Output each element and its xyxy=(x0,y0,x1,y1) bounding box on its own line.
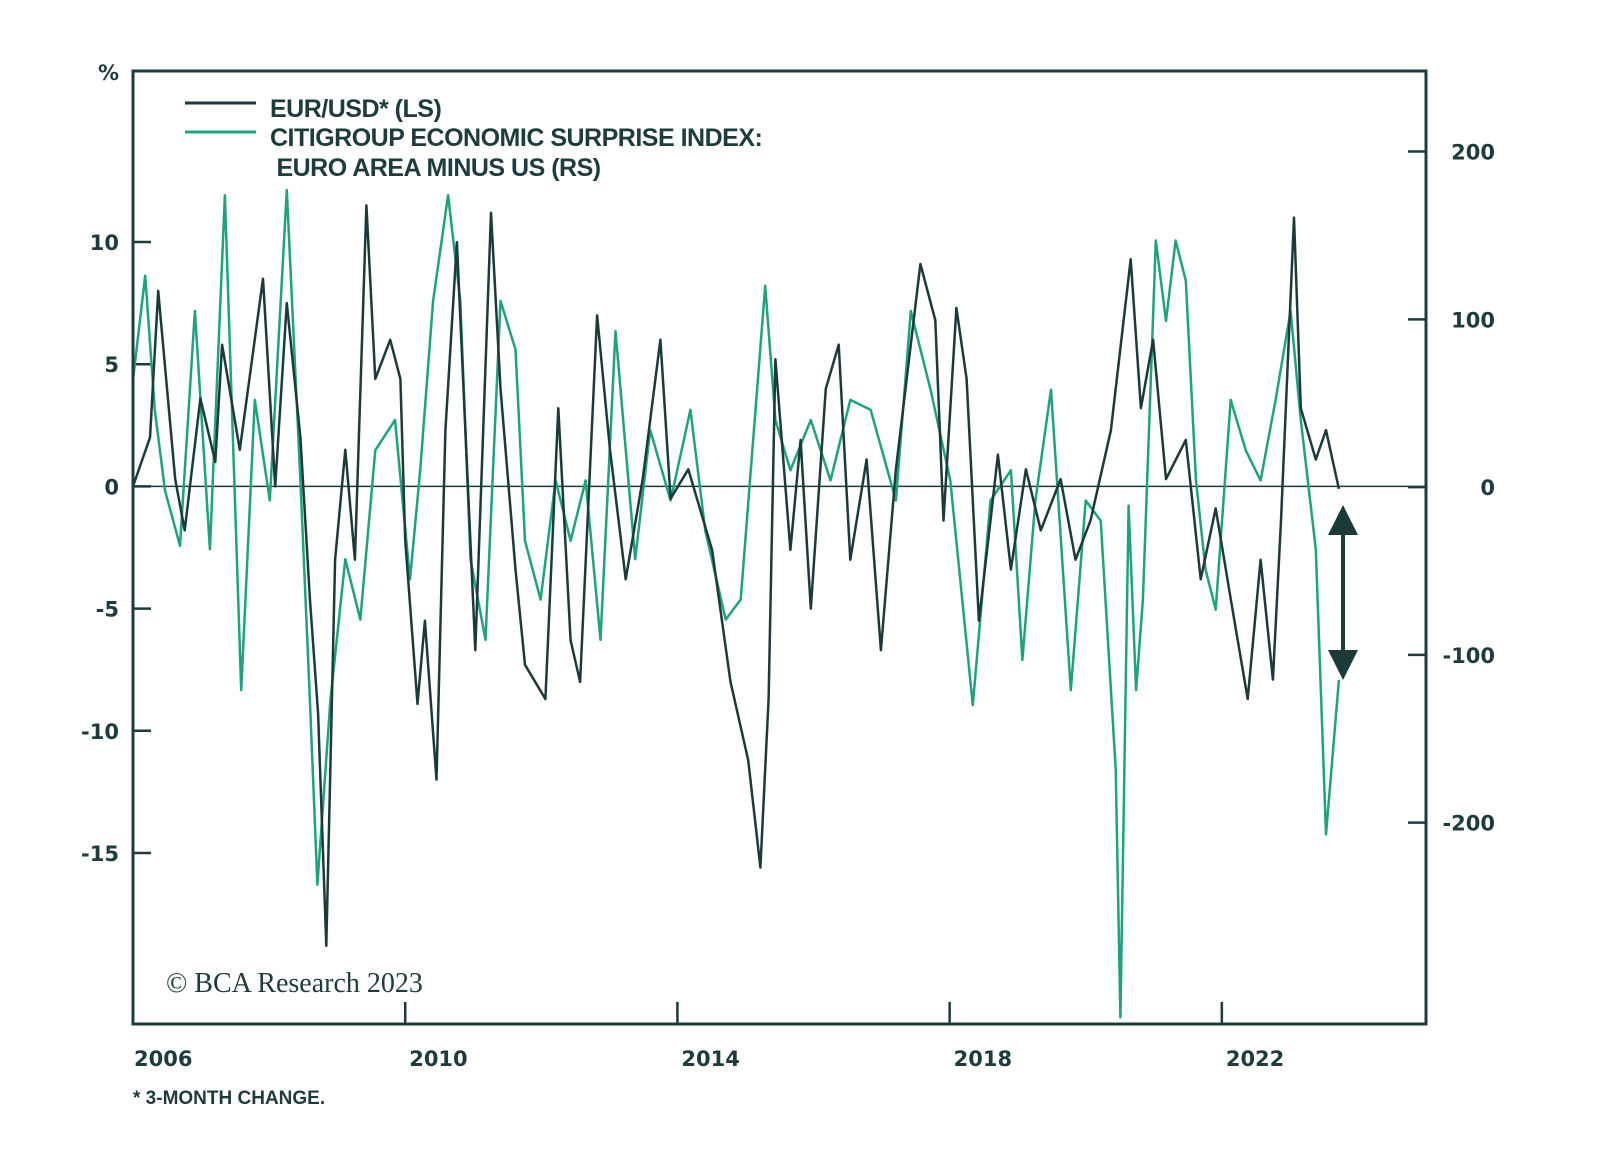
x-tick-label: 2010 xyxy=(409,1047,467,1071)
series-line-eurusd xyxy=(131,204,1341,948)
copyright-watermark: © BCA Research 2023 xyxy=(166,968,423,999)
legend: EUR/USD* (LS) CITIGROUP ECONOMIC SURPRIS… xyxy=(185,95,763,182)
right-tick-label: -200 xyxy=(1442,812,1495,836)
double-arrow-annotation xyxy=(1328,505,1358,680)
x-tick-label: 2014 xyxy=(681,1047,739,1071)
series-line-surprise-index xyxy=(131,188,1341,1019)
axes-layer: 10 5 0 -5 -10 -15 200 100 0 -100 -200 2006 2010 2014 2… xyxy=(81,141,1495,1071)
right-tick-label: 100 xyxy=(1451,308,1495,332)
left-axis-unit: % xyxy=(98,61,119,85)
legend-label-surprise-line1: CITIGROUP ECONOMIC SURPRISE INDEX: xyxy=(270,124,762,152)
legend-label-eurusd: EUR/USD* (LS) xyxy=(270,95,441,123)
left-tick-label: -15 xyxy=(81,842,119,866)
x-tick-label: 2018 xyxy=(954,1047,1012,1071)
right-tick-label: 0 xyxy=(1480,476,1495,500)
left-tick-label: 0 xyxy=(104,475,119,499)
legend-label-surprise-line2: EURO AREA MINUS US (RS) xyxy=(270,154,601,182)
footnote: * 3-MONTH CHANGE. xyxy=(133,1088,325,1109)
left-tick-label: 10 xyxy=(90,231,119,255)
left-tick-label: 5 xyxy=(104,353,119,377)
right-tick-label: 200 xyxy=(1451,141,1495,165)
series-layer xyxy=(131,188,1341,1019)
x-tick-label: 2022 xyxy=(1226,1047,1284,1071)
right-tick-label: -100 xyxy=(1442,644,1495,668)
left-tick-label: -5 xyxy=(96,598,119,622)
x-tick-label: 2006 xyxy=(134,1047,192,1071)
plot-frame xyxy=(131,69,1428,1026)
left-tick-label: -10 xyxy=(81,720,119,744)
